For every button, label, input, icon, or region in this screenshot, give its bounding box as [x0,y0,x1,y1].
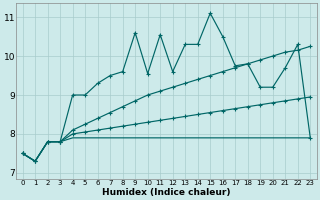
X-axis label: Humidex (Indice chaleur): Humidex (Indice chaleur) [102,188,231,197]
